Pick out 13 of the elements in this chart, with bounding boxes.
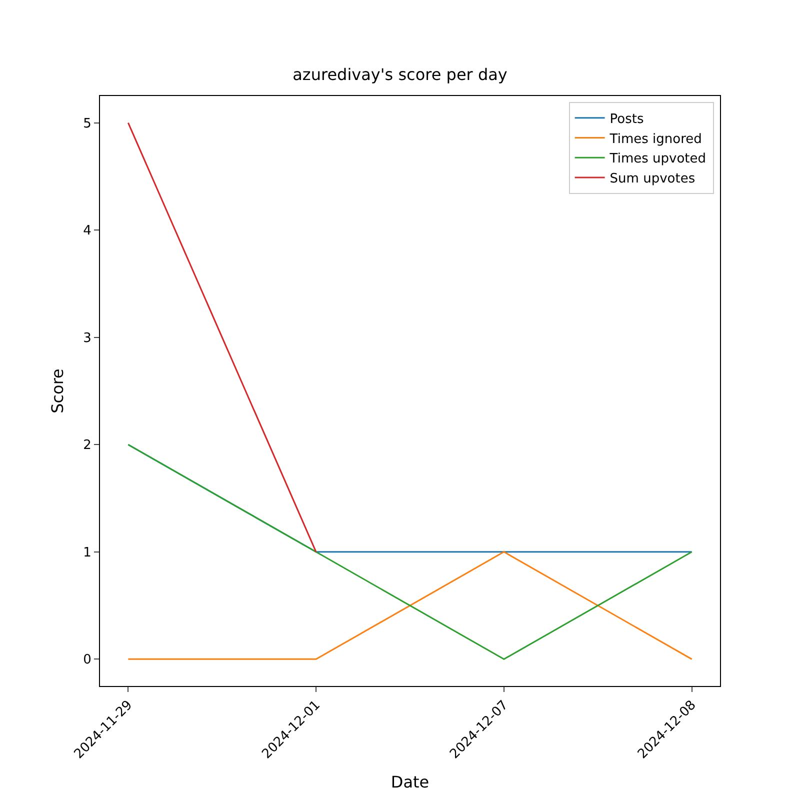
y-tick-label: 0 xyxy=(83,652,92,668)
y-tick-label: 5 xyxy=(83,116,92,132)
y-axis-title: Score xyxy=(48,368,68,414)
legend-label: Posts xyxy=(610,112,644,127)
legend-label: Times upvoted xyxy=(608,152,706,167)
y-tick-label: 3 xyxy=(83,330,92,346)
y-tick-label: 1 xyxy=(83,545,92,560)
legend-label: Sum upvotes xyxy=(610,172,696,187)
y-tick-label: 2 xyxy=(83,438,92,454)
x-axis-title: Date xyxy=(390,772,430,792)
legend-label: Times ignored xyxy=(608,132,702,147)
y-tick-label: 4 xyxy=(83,224,92,239)
chart-title: azuredivay's score per day xyxy=(292,65,508,84)
